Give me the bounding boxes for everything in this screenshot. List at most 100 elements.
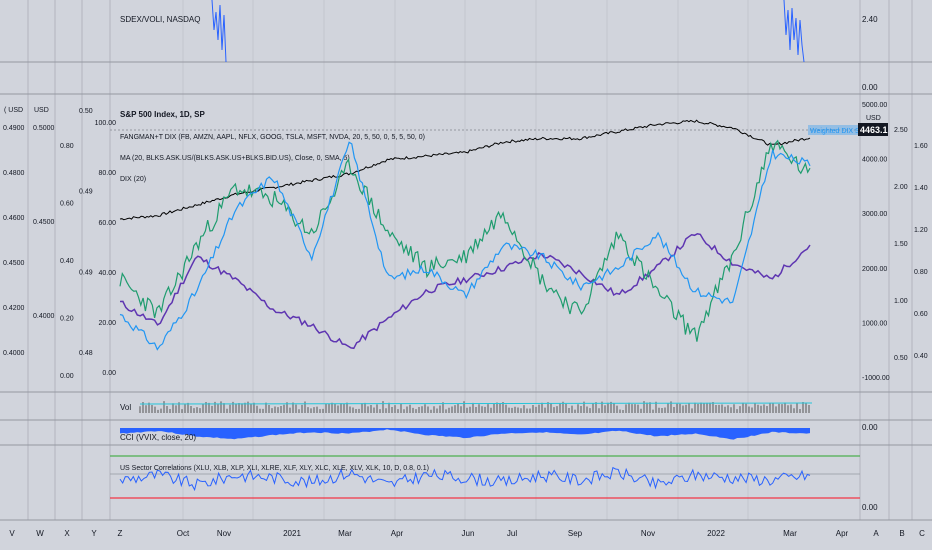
cci-pane[interactable]: CCI (VVIX, close, 20) 0.00 <box>120 423 878 442</box>
scale-far-left-tick: 0.4000 <box>3 350 25 357</box>
bottom-letter: A <box>873 529 879 538</box>
time-axis[interactable]: Oct Nov 2021 Mar Apr Jun Jul Sep Nov 2022 Mar Apr <box>177 529 849 538</box>
sdex-line-right <box>783 0 805 63</box>
scale-left2: 0.5000 0.4500 0.4000 <box>33 125 55 320</box>
legend-dix: DIX (20) <box>120 176 146 183</box>
corr-pane-title: US Sector Correlations (XLU, XLB, XLP, X… <box>120 465 429 472</box>
scale-right2-tick: 1.00 <box>894 298 908 305</box>
overlay-label-box <box>808 125 858 135</box>
scale-left3-tick: 0.60 <box>60 201 74 208</box>
time-axis-label: Oct <box>177 529 190 538</box>
time-axis-label: Sep <box>568 529 583 538</box>
vol-pane-title: Vol <box>120 403 131 412</box>
corr-line <box>119 466 811 492</box>
legend-fangman: FANGMAN+T DIX (FB, AMZN, AAPL, NFLX, GOO… <box>120 134 425 141</box>
time-axis-label: 2022 <box>707 529 725 538</box>
cci-area <box>120 428 810 440</box>
scale-right1-tick: 5000.00 <box>862 102 887 109</box>
scale-left5-tick: 100.00 <box>95 120 117 127</box>
left-usd-label: USD <box>34 107 49 114</box>
scale-far-left-tick: 0.4600 <box>3 215 25 222</box>
main-pane-title: S&P 500 Index, 1D, SP <box>120 110 205 119</box>
price-badge <box>858 123 888 136</box>
price-badge-text: 4463.1 <box>860 125 888 135</box>
time-axis-label: Nov <box>217 529 231 538</box>
bottom-letter: C <box>919 529 925 538</box>
right-usd-label: USD <box>866 115 881 122</box>
scale-right1-tick: 4000.00 <box>862 157 887 164</box>
bottom-letter: B <box>899 529 904 538</box>
scale-right2-tick: 1.50 <box>894 241 908 248</box>
scale-right3: 1.60 1.40 1.20 0.80 0.60 0.40 <box>914 143 928 360</box>
scale-left2-tick: 0.4000 <box>33 313 55 320</box>
sdex-tick-top: 2.40 <box>862 15 878 24</box>
scale-right2-tick: 0.50 <box>894 355 908 362</box>
time-axis-label: 2021 <box>283 529 301 538</box>
scale-right2: 2.50 2.00 1.50 1.00 0.50 <box>894 127 908 362</box>
bottom-letter: V <box>9 529 15 538</box>
vol-pane[interactable]: Vol <box>120 401 813 413</box>
series-ma-line <box>119 141 811 351</box>
scale-right3-tick: 0.40 <box>914 353 928 360</box>
sdex-line-left <box>211 0 227 63</box>
time-axis-label: Jun <box>462 529 475 538</box>
time-axis-label: Mar <box>783 529 797 538</box>
scale-right3-tick: 1.60 <box>914 143 928 150</box>
scale-far-left-tick: 0.4900 <box>3 125 25 132</box>
scale-left5-tick: 20.00 <box>98 320 116 327</box>
scale-far-left: 0.4900 0.4800 0.4600 0.4500 0.4200 0.4000 <box>3 125 25 357</box>
scale-left3: 0.80 0.60 0.40 0.20 0.00 <box>60 143 74 380</box>
scale-right1: 5000.00 4000.00 3000.00 2000.00 1000.00 -1000… <box>862 102 890 382</box>
scale-left2-tick: 0.5000 <box>33 125 55 132</box>
series-spx-line <box>119 119 811 221</box>
bottom-letter: W <box>36 529 44 538</box>
overlay-label-text: Weighted DIX SMA <box>810 128 871 135</box>
scale-far-left-tick: 0.4800 <box>3 170 25 177</box>
scale-left3-tick: 0.80 <box>60 143 74 150</box>
scale-right3-tick: 1.20 <box>914 227 928 234</box>
series-fangman-line <box>119 139 811 342</box>
scale-left3-tick: 0.20 <box>60 316 74 323</box>
pane-separators[interactable] <box>0 61 932 521</box>
scale-left5-tick: 0.00 <box>102 370 116 377</box>
scale-left3-tick: 0.00 <box>60 373 74 380</box>
scale-right2-tick: 2.50 <box>894 127 908 134</box>
bottom-letter: Y <box>91 529 97 538</box>
scale-left3-tick: 0.40 <box>60 258 74 265</box>
legend-ma: MA (20, BLKS.ASK.US/(BLKS.ASK.US+BLKS.BI… <box>120 155 350 162</box>
sdex-pane[interactable]: SDEX/VOLI, NASDAQ 2.40 0.00 <box>120 0 878 92</box>
scale-left5-tick: 80.00 <box>98 170 116 177</box>
scale-left5-tick: 60.00 <box>98 220 116 227</box>
scale-left5-tick: 40.00 <box>98 270 116 277</box>
scale-left4-tick: 0.50 <box>79 108 93 115</box>
scale-far-left-tick: 0.4200 <box>3 305 25 312</box>
scale-right1-tick: 1000.00 <box>862 320 887 327</box>
bottom-letter: X <box>64 529 70 538</box>
scale-right2-tick: 2.00 <box>894 184 908 191</box>
scale-right3-tick: 0.60 <box>914 311 928 318</box>
scale-left5: 100.00 80.00 60.00 40.00 20.00 0.00 <box>95 120 117 377</box>
scale-left4-tick: 0.48 <box>79 350 93 357</box>
corr-pane[interactable]: US Sector Correlations (XLU, XLB, XLP, X… <box>110 455 878 512</box>
time-axis-label: Nov <box>641 529 655 538</box>
cci-pane-title: CCI (VVIX, close, 20) <box>120 433 196 442</box>
bottom-letter: Z <box>118 529 123 538</box>
series-dix-line <box>119 233 811 350</box>
scale-left4-tick: 0.49 <box>79 189 93 196</box>
time-axis-label: Apr <box>836 529 849 538</box>
time-axis-label: Mar <box>338 529 352 538</box>
time-axis-label: Apr <box>391 529 404 538</box>
vol-ma-line <box>139 402 813 405</box>
scale-left2-tick: 0.4500 <box>33 219 55 226</box>
main-pane[interactable]: S&P 500 Index, 1D, SP FANGMAN+T DIX (FB,… <box>3 102 928 382</box>
sdex-pane-title: SDEX/VOLI, NASDAQ <box>120 15 200 24</box>
sdex-tick-bottom: 0.00 <box>862 83 878 92</box>
scale-left4-tick: 0.49 <box>79 269 93 276</box>
scale-right3-tick: 1.40 <box>914 185 928 192</box>
cci-tick: 0.00 <box>862 423 878 432</box>
scale-right3-tick: 0.80 <box>914 269 928 276</box>
scale-far-left-tick: 0.4500 <box>3 260 25 267</box>
time-axis-label: Jul <box>507 529 517 538</box>
